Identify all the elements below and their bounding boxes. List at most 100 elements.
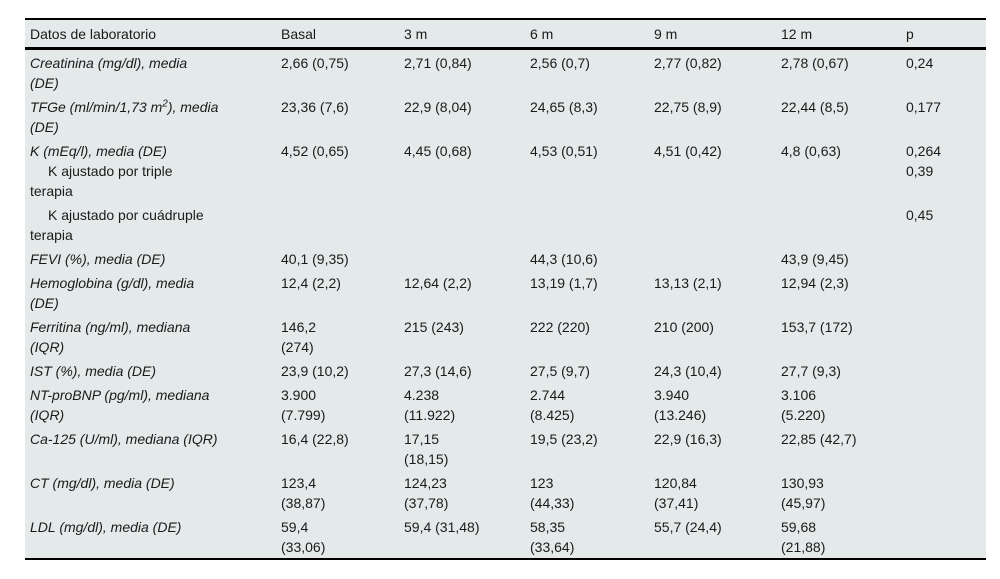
table-row: CT (mg/dl), media (DE) 123,4 (38,87) 124,2… [25, 470, 986, 514]
parameter-label: Hemoglobina (g/dl), media (DE) [30, 275, 195, 311]
value-cell-9m [654, 202, 781, 206]
row-label-cell: Creatinina (mg/dl), media (DE) [25, 50, 281, 94]
value-cell-9m [654, 246, 781, 250]
value-cell-6m: 58,35 (33,64) [530, 519, 575, 555]
value-cell-6m: 27,5 (9,7) [530, 363, 590, 379]
parameter-sublabel: K ajustado por cuádruple terapia [30, 207, 204, 243]
value-cell-12m: 22,85 (42,7) [781, 431, 857, 447]
parameter-label: K (mEq/l), media (DE) [30, 143, 167, 159]
value-cell-3m: 27,3 (14,6) [404, 363, 472, 379]
row-label-cell: Hemoglobina (g/dl), media (DE) [25, 270, 281, 314]
p-value-cell [906, 314, 986, 318]
table-row: Hemoglobina (g/dl), media (DE) 12,4 (2,2)… [25, 270, 986, 314]
parameter-label: FEVI (%), media (DE) [30, 251, 166, 267]
parameter-sublabel: K ajustado por triple terapia [30, 163, 173, 199]
value-cell-basal: 16,4 (22,8) [281, 431, 349, 447]
column-header-p: p [906, 26, 914, 42]
value-cell-9m: 210 (200) [654, 319, 714, 335]
value-cell-9m: 2,77 (0,82) [654, 55, 722, 71]
value-cell-basal: 3.900 (7.799) [281, 387, 326, 423]
column-header-3m: 3 m [404, 26, 428, 42]
parameter-label: NT-proBNP (pg/ml), mediana (IQR) [30, 387, 210, 423]
value-cell-3m: 2,71 (0,84) [404, 55, 472, 71]
value-cell-9m: 22,9 (16,3) [654, 431, 722, 447]
table-body: Creatinina (mg/dl), media (DE) 2,66 (0,75… [25, 50, 986, 558]
parameter-label: CT (mg/dl), media (DE) [30, 475, 175, 491]
value-cell-6m: 44,3 (10,6) [530, 251, 598, 267]
column-header-9m: 9 m [654, 26, 678, 42]
row-label-cell: K ajustado por cuádruple terapia [25, 202, 281, 246]
p-value-cell [906, 426, 986, 430]
value-cell-9m: 3.940 (13.246) [654, 387, 707, 423]
value-cell-3m [404, 202, 530, 206]
value-cell-6m: 13,19 (1,7) [530, 275, 598, 291]
table-row: NT-proBNP (pg/ml), mediana (IQR) 3.900 (7… [25, 382, 986, 426]
table-row: LDL (mg/dl), media (DE) 59,4 (33,06) 59,4 … [25, 514, 986, 558]
value-cell-3m: 59,4 (31,48) [404, 519, 480, 535]
value-cell-12m: 4,8 (0,63) [781, 143, 841, 159]
value-cell-3m: 12,64 (2,2) [404, 275, 472, 291]
table-header-row: Datos de laboratorio Basal 3 m 6 m 9 m 1… [25, 20, 986, 50]
value-cell-9m: 24,3 (10,4) [654, 363, 722, 379]
value-cell-12m: 59,68 (21,88) [781, 519, 826, 555]
value-cell-12m: 43,9 (9,45) [781, 251, 849, 267]
table-row: K (mEq/l), media (DE) K ajustado por trip… [25, 138, 986, 202]
value-cell-3m [404, 246, 530, 250]
value-cell-3m: 17,15 (18,15) [404, 431, 449, 467]
value-cell-6m: 4,53 (0,51) [530, 143, 598, 159]
row-label-cell: Ferritina (ng/ml), mediana (IQR) [25, 314, 281, 358]
p-value-cell [906, 270, 986, 274]
value-cell-6m [530, 202, 654, 206]
superscript: 2 [162, 98, 168, 110]
p-value-cell [906, 358, 986, 362]
value-cell-basal: 2,66 (0,75) [281, 55, 349, 71]
value-cell-6m: 2.744 (8.425) [530, 387, 575, 423]
value-cell-basal: 23,36 (7,6) [281, 99, 349, 115]
value-cell-12m: 12,94 (2,3) [781, 275, 849, 291]
lab-data-table: Datos de laboratorio Basal 3 m 6 m 9 m 1… [25, 18, 986, 560]
value-cell-basal: 40,1 (9,35) [281, 251, 349, 267]
p-value-cell [906, 246, 986, 250]
value-cell-basal: 23,9 (10,2) [281, 363, 349, 379]
p-value-cell: 0,264 0,39 [906, 143, 942, 179]
parameter-label: Creatinina (mg/dl), media (DE) [30, 55, 188, 91]
row-label-cell: TFGe (ml/min/1,73 m2), media (DE) [25, 94, 281, 138]
row-label-cell: FEVI (%), media (DE) [25, 246, 281, 270]
value-cell-12m: 3.106 (5.220) [781, 387, 826, 423]
value-cell-basal [281, 202, 404, 206]
value-cell-basal: 4,52 (0,65) [281, 143, 349, 159]
column-header-basal: Basal [281, 26, 317, 42]
parameter-label: Ca-125 (U/ml), mediana (IQR) [30, 431, 218, 447]
value-cell-9m: 13,13 (2,1) [654, 275, 722, 291]
value-cell-3m: 4,45 (0,68) [404, 143, 472, 159]
p-value-cell: 0,24 [906, 55, 934, 71]
table-row: IST (%), media (DE) 23,9 (10,2) 27,3 (14,6… [25, 358, 986, 382]
value-cell-basal: 146,2 (274) [281, 319, 317, 355]
value-cell-12m: 2,78 (0,67) [781, 55, 849, 71]
p-value-cell [906, 470, 986, 474]
value-cell-3m: 4.238 (11.922) [404, 387, 456, 423]
table-row: Creatinina (mg/dl), media (DE) 2,66 (0,75… [25, 50, 986, 94]
value-cell-basal: 12,4 (2,2) [281, 275, 341, 291]
row-label-cell: NT-proBNP (pg/ml), mediana (IQR) [25, 382, 281, 426]
value-cell-9m: 120,84 (37,41) [654, 475, 699, 511]
column-header-12m: 12 m [781, 26, 813, 42]
table-row: Ca-125 (U/ml), mediana (IQR) 16,4 (22,8) 1… [25, 426, 986, 470]
row-label-cell: CT (mg/dl), media (DE) [25, 470, 281, 494]
row-label-cell: Ca-125 (U/ml), mediana (IQR) [25, 426, 281, 450]
value-cell-12m: 27,7 (9,3) [781, 363, 841, 379]
value-cell-basal: 123,4 (38,87) [281, 475, 326, 511]
value-cell-12m [781, 202, 906, 206]
p-value-cell [906, 382, 986, 386]
row-label-cell: K (mEq/l), media (DE) K ajustado por trip… [25, 138, 281, 202]
value-cell-12m: 22,44 (8,5) [781, 99, 849, 115]
value-cell-6m: 123 (44,33) [530, 475, 575, 511]
table-row: Ferritina (ng/ml), mediana (IQR) 146,2 (2… [25, 314, 986, 358]
value-cell-12m: 153,7 (172) [781, 319, 853, 335]
value-cell-12m: 130,93 (45,97) [781, 475, 826, 511]
value-cell-3m: 124,23 (37,78) [404, 475, 449, 511]
column-header-6m: 6 m [530, 26, 554, 42]
row-label-cell: LDL (mg/dl), media (DE) [25, 514, 281, 538]
row-label-cell: IST (%), media (DE) [25, 358, 281, 382]
